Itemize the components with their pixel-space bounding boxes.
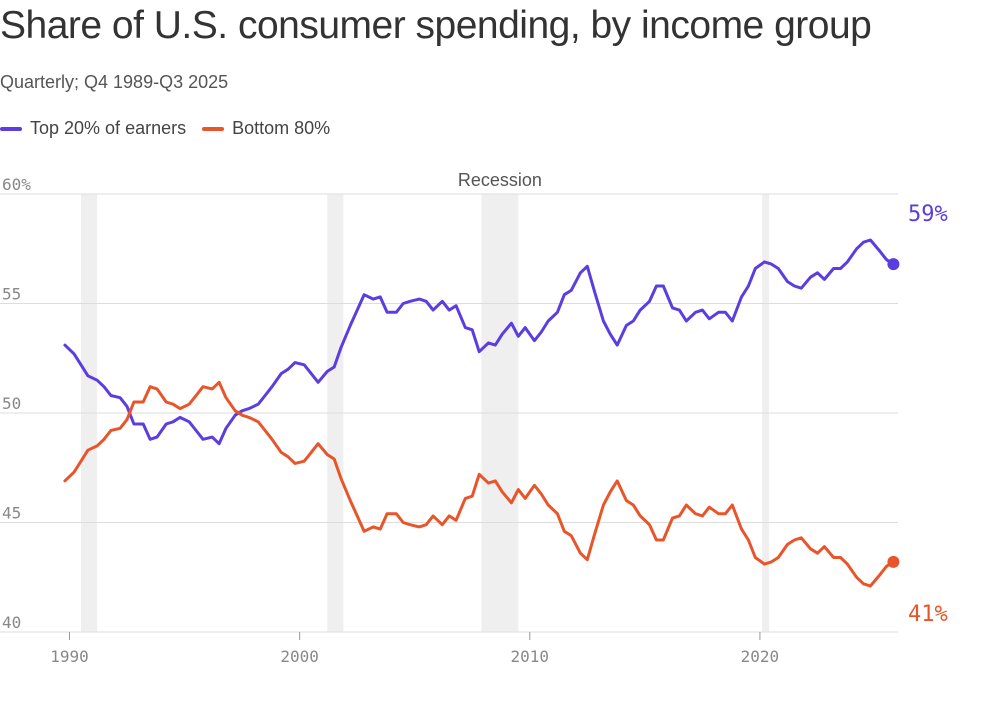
series-end-dot-1 (887, 555, 900, 568)
x-tick-label-1990: 1990 (50, 647, 89, 666)
chart-title: Share of U.S. consumer spending, by inco… (0, 4, 872, 47)
x-tick-label-2020: 2020 (741, 647, 780, 666)
recession-label: Recession (458, 170, 542, 190)
legend-item-bottom: Bottom 80% (202, 118, 330, 139)
line-chart: Recession 40 45 50 55 60% 1990 2000 2010 2020 59% 4… (0, 170, 948, 666)
legend-swatch-top (0, 126, 22, 131)
legend-swatch-bottom (202, 126, 225, 131)
legend: Top 20% of earners Bottom 80% (0, 118, 346, 139)
y-tick-label-40: 40 (2, 613, 21, 632)
y-tick-label-55: 55 (2, 285, 21, 304)
legend-label-top: Top 20% of earners (30, 118, 187, 138)
end-label-bottom: 41% (908, 602, 948, 627)
series-line-0 (63, 238, 895, 446)
end-label-top: 59% (908, 202, 948, 227)
series-line-1 (63, 380, 895, 588)
y-tick-label-60: 60% (2, 175, 31, 194)
chart-subtitle: Quarterly; Q4 1989-Q3 2025 (0, 72, 229, 92)
x-tick-label-2000: 2000 (280, 647, 319, 666)
y-tick-label-50: 50 (2, 394, 21, 413)
x-tick-label-2010: 2010 (511, 647, 550, 666)
legend-item-top: Top 20% of earners (0, 118, 186, 139)
series-end-dot-0 (887, 258, 900, 271)
y-tick-label-45: 45 (2, 504, 21, 523)
legend-label-bottom: Bottom 80% (232, 118, 331, 138)
